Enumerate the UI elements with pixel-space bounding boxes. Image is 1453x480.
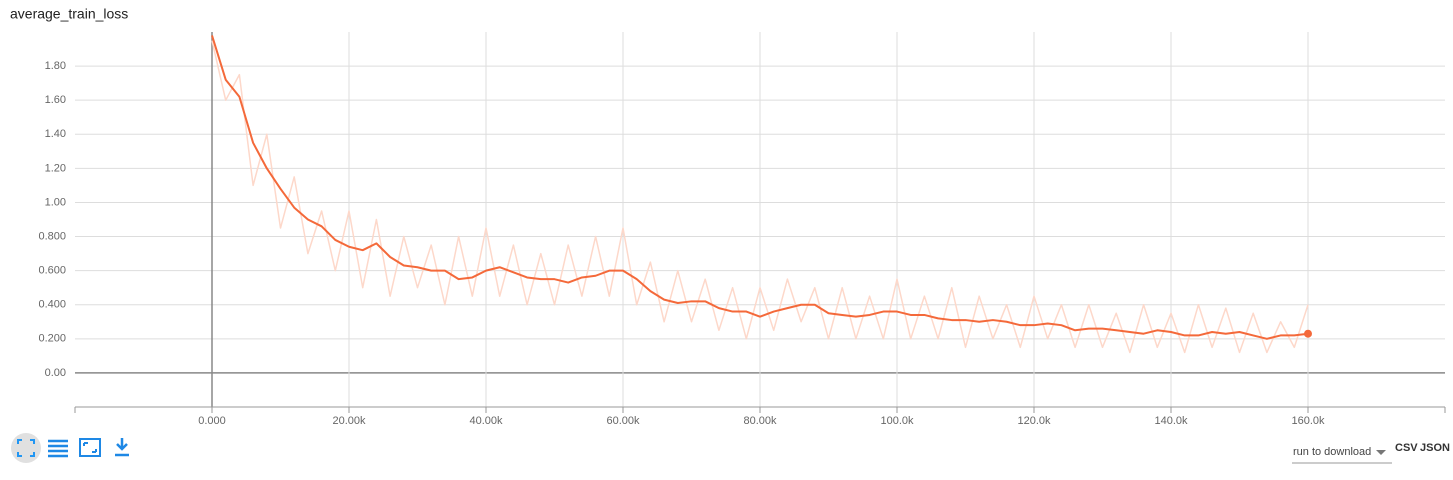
y-tick-label: 1.20: [45, 162, 66, 174]
x-tick-label: 0.000: [198, 415, 226, 427]
x-tick-label: 40.00k: [469, 415, 503, 427]
y-tick-label: 1.40: [45, 128, 66, 140]
smoothed-line: [211, 35, 1309, 340]
x-tick-label: 140.0k: [1154, 415, 1188, 427]
chart-title: average_train_loss: [10, 6, 128, 22]
fit-domain-button[interactable]: [11, 433, 41, 463]
y-tick-label: 1.80: [45, 60, 66, 72]
csv-link[interactable]: CSV: [1395, 442, 1418, 454]
x-tick-label: 80.00k: [743, 415, 777, 427]
run-select[interactable]: run to download: [1293, 446, 1371, 458]
toggle-expand-button[interactable]: [79, 438, 101, 457]
x-tick-label: 60.00k: [606, 415, 640, 427]
json-link[interactable]: JSON: [1420, 442, 1450, 454]
y-tick-label: 0.400: [38, 299, 66, 311]
x-tick-label: 20.00k: [332, 415, 366, 427]
y-tick-label: 1.00: [45, 196, 66, 208]
x-tick-label: 120.0k: [1017, 415, 1051, 427]
y-tick-label: 1.60: [45, 94, 66, 106]
toggle-log-button[interactable]: [48, 439, 68, 458]
y-tick-label: 0.800: [38, 230, 66, 242]
download-button[interactable]: [115, 438, 129, 457]
raw-line: [211, 40, 1309, 354]
y-tick-label: 0.200: [38, 333, 66, 345]
x-tick-label: 160.0k: [1291, 415, 1325, 427]
y-tick-label: 0.00: [45, 367, 66, 379]
y-tick-label: 0.600: [38, 265, 66, 277]
select-arrow[interactable]: [1376, 450, 1386, 455]
x-tick-label: 100.0k: [880, 415, 914, 427]
last-point: [1304, 329, 1312, 338]
